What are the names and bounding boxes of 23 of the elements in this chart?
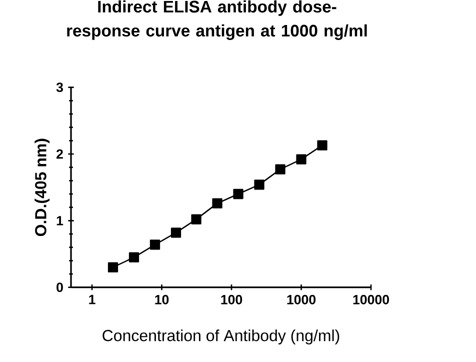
x-tick-label: 100 bbox=[221, 294, 242, 304]
point bbox=[108, 262, 118, 272]
y-tick-label: 3 bbox=[56, 82, 63, 92]
point bbox=[191, 214, 202, 224]
y-tick-label: 0 bbox=[56, 282, 63, 292]
chart-title: Indirect ELISA antibody dose-response curve antigen at 1000 ng/ml bbox=[67, 0, 367, 40]
y-tick-label: 2 bbox=[56, 149, 63, 159]
point bbox=[317, 140, 328, 150]
point bbox=[233, 188, 244, 200]
x-tick-label: 1 bbox=[89, 294, 96, 304]
point bbox=[254, 180, 264, 190]
x-tick-label: 1000 bbox=[287, 294, 316, 304]
point bbox=[170, 228, 182, 238]
x-axis-title: Concentration of Antibody (ng/ml) bbox=[102, 329, 340, 344]
point bbox=[212, 198, 222, 208]
point bbox=[128, 252, 140, 262]
point bbox=[275, 164, 286, 174]
y-axis-title: O.D.(405 nm) bbox=[34, 138, 50, 236]
point bbox=[150, 240, 160, 250]
x-tick-label: 10 bbox=[155, 294, 169, 304]
point bbox=[296, 154, 306, 164]
y-tick-label: 1 bbox=[56, 216, 64, 226]
x-tick-label: 10000 bbox=[353, 294, 389, 304]
